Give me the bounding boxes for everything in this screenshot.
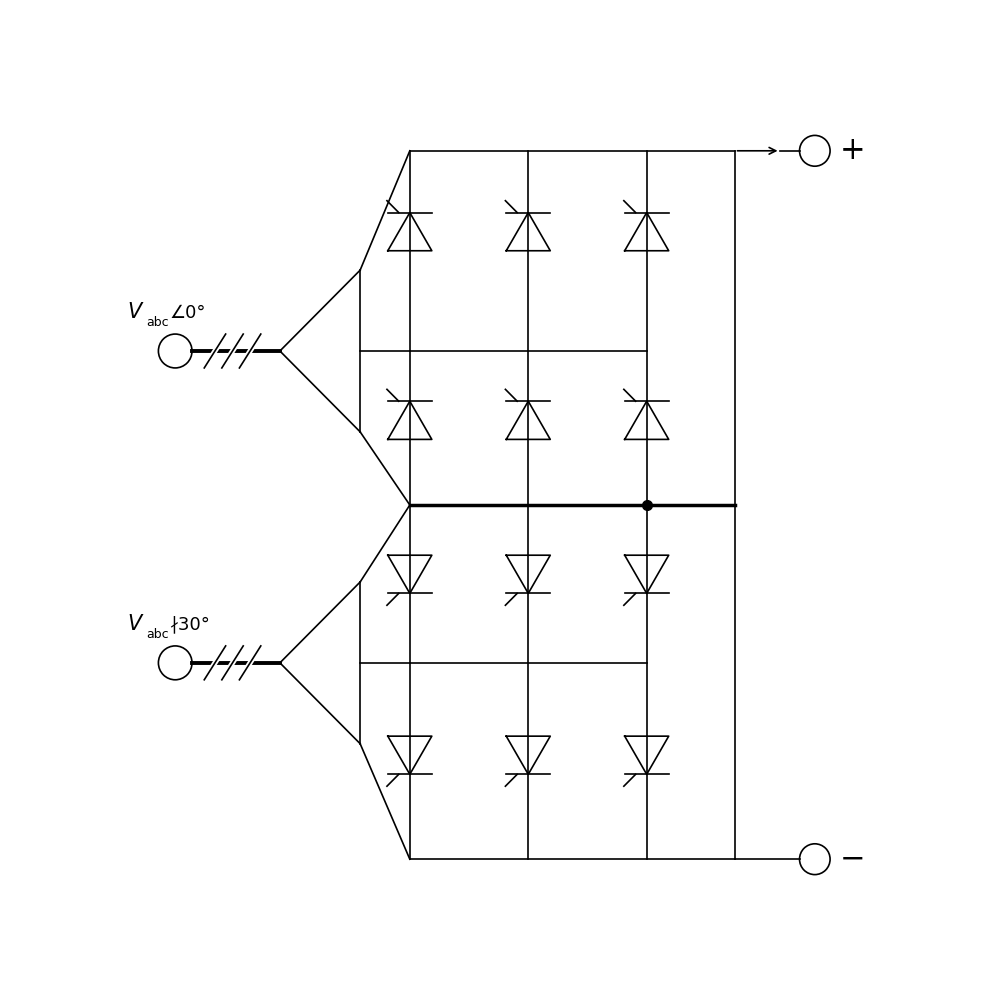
Text: $V$: $V$	[127, 614, 145, 634]
Text: abc: abc	[146, 628, 169, 641]
Text: $V$: $V$	[127, 302, 145, 322]
Text: +: +	[839, 135, 865, 166]
Text: ∤30°: ∤30°	[170, 616, 210, 634]
Text: −: −	[839, 844, 865, 875]
Text: abc: abc	[146, 316, 169, 329]
Text: ∠0°: ∠0°	[170, 304, 206, 322]
